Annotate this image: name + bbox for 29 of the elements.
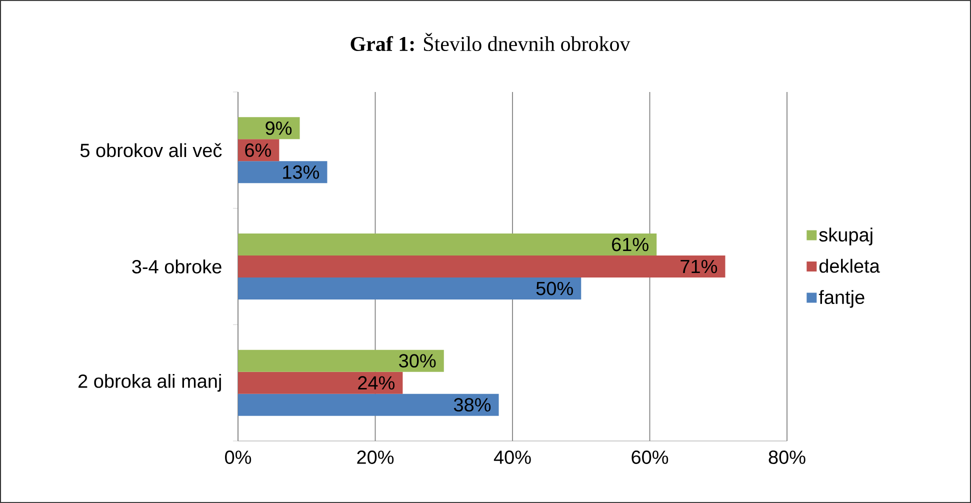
bar: [238, 161, 328, 184]
bar: [238, 394, 499, 416]
data-label: 38%: [454, 398, 491, 412]
data-label: 61%: [612, 238, 648, 252]
x-tick-label: 20%: [357, 450, 394, 464]
chart-title: Graf 1: Število dnevnih obrokov: [350, 32, 630, 52]
legend-label: skupaj: [819, 228, 872, 246]
y-tick-label: 2 obroka ali manj: [78, 374, 221, 392]
bar: [238, 277, 582, 300]
data-label: 13%: [283, 165, 320, 179]
x-tick-label: 60%: [632, 450, 668, 464]
y-tick-label: 5 obrokov ali več: [80, 143, 222, 158]
y-tick-label: 3-4 obroke: [132, 260, 222, 274]
bar: [238, 350, 444, 372]
bar: [238, 372, 403, 394]
legend-label: fantje: [818, 290, 864, 308]
bar: [238, 255, 726, 278]
x-tick-label: 0%: [225, 450, 252, 464]
data-label: 6%: [245, 143, 271, 157]
legend-label: dekleta: [819, 258, 880, 273]
data-label: 71%: [680, 260, 718, 274]
data-label: 30%: [399, 354, 436, 368]
bar: [238, 233, 657, 256]
bar: [238, 117, 300, 140]
x-tick-label: 40%: [494, 450, 531, 464]
data-label: 50%: [536, 282, 573, 296]
data-label: 9%: [266, 121, 292, 135]
x-tick-label: 80%: [768, 450, 806, 464]
data-label: 24%: [358, 376, 395, 390]
